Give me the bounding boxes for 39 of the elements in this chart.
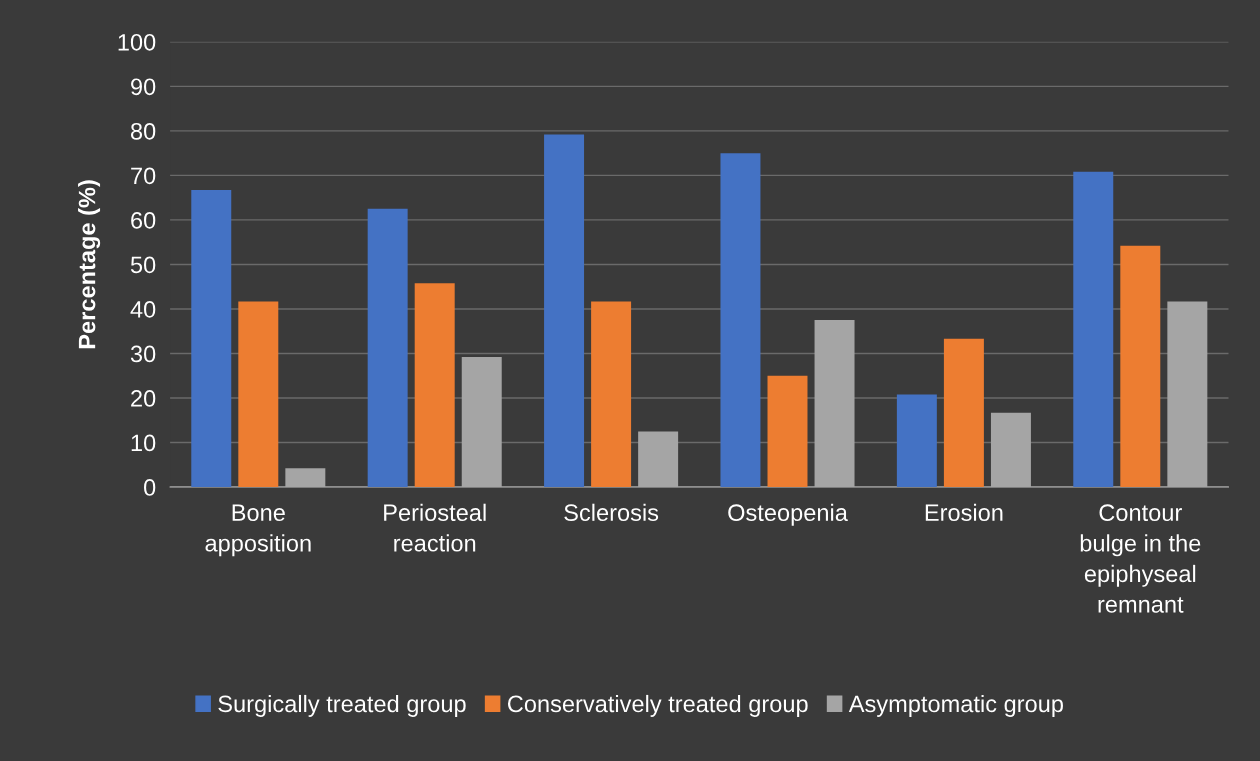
y-tick-label: 20 — [131, 390, 156, 407]
x-tick-label: Contour bulge in the epiphyseal remnant — [1080, 504, 1201, 613]
bar — [1073, 171, 1114, 488]
bar — [1120, 245, 1161, 488]
y-tick-label: 90 — [131, 78, 156, 96]
x-tick-label: Bone apposition — [205, 504, 311, 557]
y-axis-title: Percentage (%) — [78, 180, 101, 349]
bar — [191, 190, 232, 488]
y-tick-label: 40 — [130, 301, 156, 318]
y-tick-label: 100 — [118, 33, 156, 51]
legend-label: Conservatively treated group — [507, 694, 808, 717]
x-tick-label: Osteopenia — [728, 503, 848, 526]
bar — [367, 208, 408, 488]
y-tick-label: 70 — [131, 167, 156, 185]
legend-label: Surgically treated group — [218, 694, 466, 717]
bar — [461, 357, 502, 488]
bar — [238, 301, 279, 488]
y-tick-label: 0 — [144, 479, 156, 496]
y-tick-label: 50 — [130, 256, 156, 274]
bar — [414, 283, 455, 488]
y-tick-label: 60 — [131, 212, 156, 229]
bar — [638, 431, 679, 488]
bar — [720, 153, 761, 488]
y-tick-label: 80 — [130, 122, 156, 140]
bar — [591, 301, 632, 488]
legend-label: Asymptomatic group — [848, 694, 1063, 717]
bar — [767, 375, 808, 488]
x-tick-label: Periosteal reaction — [384, 503, 486, 552]
bar — [990, 412, 1031, 488]
bar — [943, 338, 984, 488]
y-tick-label: 30 — [130, 345, 156, 363]
bar — [544, 134, 585, 488]
x-tick-label: Erosion — [925, 503, 1003, 522]
bar — [814, 320, 855, 488]
x-tick-label: Sclerosis — [564, 503, 659, 522]
bar — [1167, 301, 1208, 488]
bar — [285, 468, 326, 488]
bar — [896, 394, 937, 488]
y-tick-label: 10 — [131, 434, 156, 452]
